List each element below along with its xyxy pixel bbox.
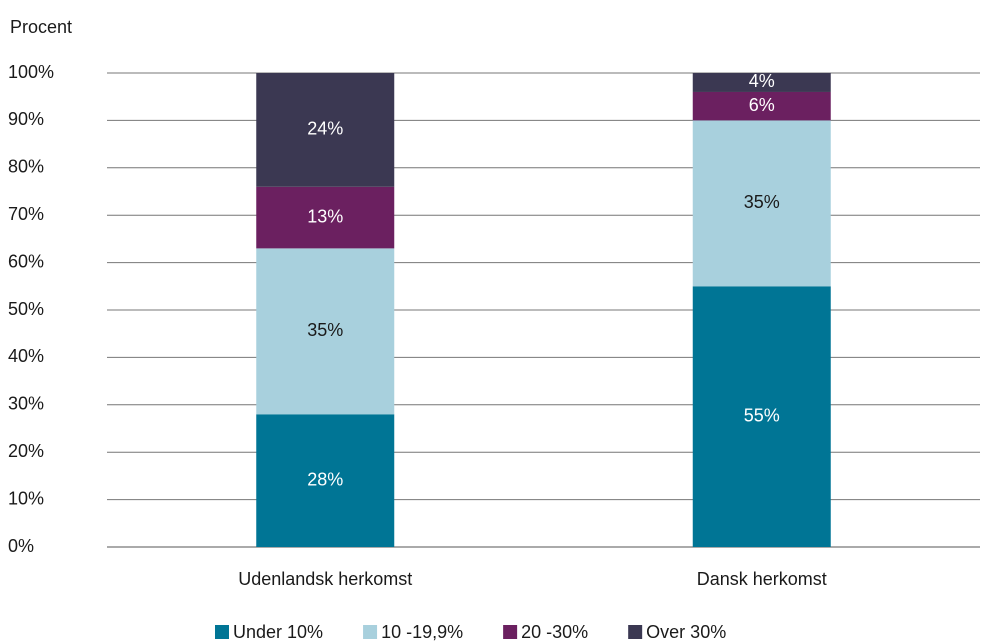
y-axis-label: Procent (10, 17, 72, 37)
y-tick-label: 50% (8, 299, 44, 319)
bar-segment (256, 414, 395, 547)
data-label: 13% (307, 206, 343, 226)
legend-label: 10 -19,9% (381, 622, 463, 642)
bar-segment (692, 286, 831, 547)
y-tick-label: 80% (8, 157, 44, 177)
data-label: 6% (749, 95, 775, 115)
bar-segment (692, 73, 831, 92)
legend-label: 20 -30% (521, 622, 588, 642)
legend-swatch (363, 625, 378, 639)
data-label: 4% (749, 71, 775, 91)
legend-swatch (215, 625, 229, 639)
y-tick-label: 40% (8, 346, 44, 366)
legend-swatch (503, 625, 518, 639)
y-tick-label: 90% (8, 109, 44, 129)
y-tick-label: 100% (8, 62, 54, 82)
legend-label: Under 10% (233, 622, 323, 642)
y-tick-label: 70% (8, 204, 44, 224)
y-tick-label: 30% (8, 394, 44, 414)
y-tick-label: 10% (8, 488, 44, 508)
data-label: 24% (307, 119, 343, 139)
y-tick-label: 0% (8, 536, 34, 556)
data-label: 28% (307, 469, 343, 489)
y-tick-label: 20% (8, 441, 44, 461)
data-label: 35% (307, 320, 343, 340)
bar-segment (256, 73, 395, 187)
legend-label: Over 30% (646, 622, 726, 642)
x-tick-label: Dansk herkomst (697, 569, 827, 589)
data-label: 35% (744, 192, 780, 212)
bar-segment (692, 120, 831, 287)
bar-segment (256, 248, 395, 415)
legend-swatch (628, 625, 643, 639)
bar-segment (256, 186, 395, 249)
y-tick-label: 60% (8, 251, 44, 271)
x-tick-label: Udenlandsk herkomst (238, 569, 412, 589)
data-label: 55% (744, 405, 780, 425)
bar-segment (692, 91, 831, 121)
